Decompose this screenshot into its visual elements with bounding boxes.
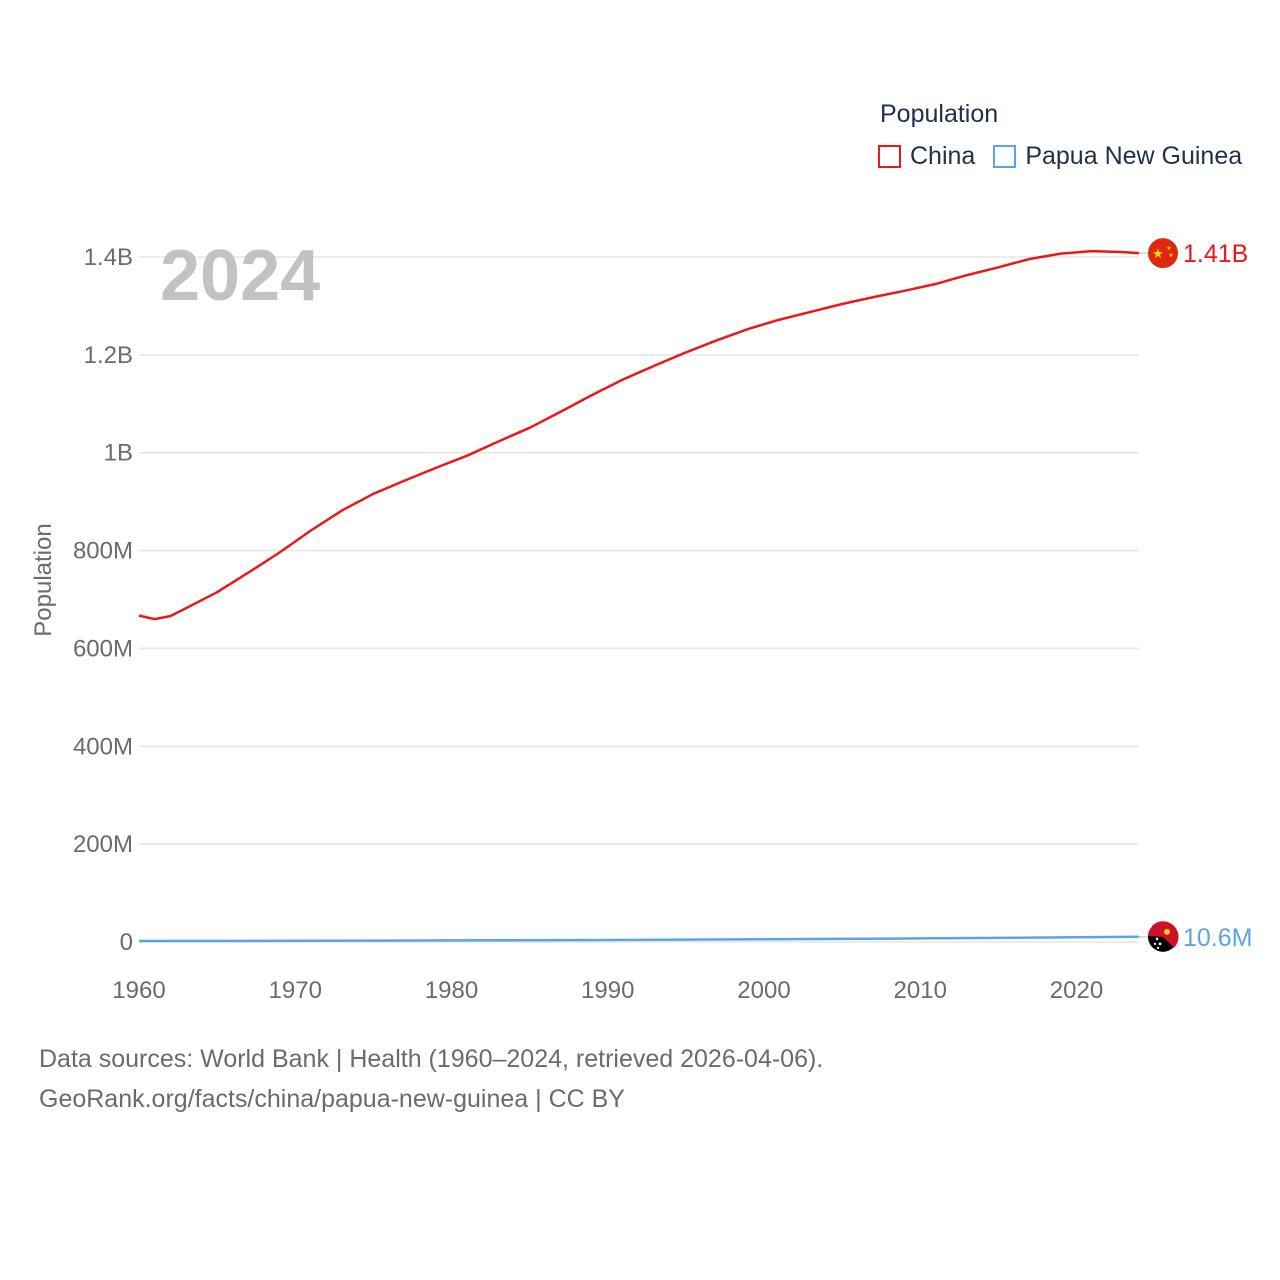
- china-flag-icon: ★ ★★: [1148, 238, 1178, 269]
- y-tick-label: 200M: [73, 831, 133, 858]
- x-tick-label: 1960: [112, 977, 165, 1004]
- y-axis-ticks: 0 200M 400M 600M 800M 1B 1.2B 1.4B: [73, 244, 133, 956]
- y-tick-label: 600M: [73, 635, 133, 662]
- legend-title: Population: [880, 100, 999, 128]
- svg-text:★: ★: [1168, 252, 1173, 259]
- year-watermark: 2024: [160, 236, 320, 316]
- y-tick-label: 1.4B: [84, 244, 133, 271]
- legend-label-china: China: [910, 142, 976, 170]
- y-tick-label: 400M: [73, 733, 133, 760]
- x-tick-label: 2020: [1050, 977, 1103, 1004]
- end-value-label: 10.6M: [1183, 924, 1252, 952]
- legend-item-papua-new-guinea[interactable]: Papua New Guinea: [993, 142, 1242, 171]
- svg-text:★: ★: [1166, 245, 1171, 252]
- y-tick-label: 0: [120, 929, 133, 956]
- legend-label-papua-new-guinea: Papua New Guinea: [1025, 142, 1243, 170]
- x-tick-label: 2000: [737, 977, 790, 1004]
- svg-text:★: ★: [1152, 246, 1164, 261]
- y-tick-label: 1.2B: [84, 342, 133, 369]
- series-line-papua-new-guinea[interactable]: [138, 935, 1140, 943]
- x-axis-ticks: 1960 1970 1980 1990 2000 2010 2020: [112, 977, 1103, 1004]
- legend-swatch-china: [878, 145, 901, 168]
- y-tick-label: 800M: [73, 538, 133, 565]
- legend-swatch-papua-new-guinea: [993, 145, 1017, 168]
- legend-item-china[interactable]: China: [878, 142, 975, 171]
- x-tick-label: 1990: [581, 977, 634, 1004]
- y-tick-label: 1B: [104, 440, 133, 467]
- footer-sources: Data sources: World Bank | Health (1960–…: [39, 1045, 824, 1073]
- y-axis-label: Population: [30, 523, 57, 636]
- footer-credit[interactable]: GeoRank.org/facts/china/papua-new-guinea…: [39, 1085, 625, 1113]
- papua-new-guinea-flag-icon: [1148, 921, 1179, 952]
- gridlines: [139, 256, 1139, 943]
- x-tick-label: 1970: [269, 977, 322, 1004]
- end-value-label: 1.41B: [1183, 240, 1248, 268]
- series-lines: [138, 249, 1140, 943]
- series-line-china[interactable]: [138, 249, 1140, 621]
- x-tick-label: 2010: [894, 977, 947, 1004]
- x-tick-label: 1980: [425, 977, 478, 1004]
- legend: China Papua New Guinea: [878, 142, 1260, 171]
